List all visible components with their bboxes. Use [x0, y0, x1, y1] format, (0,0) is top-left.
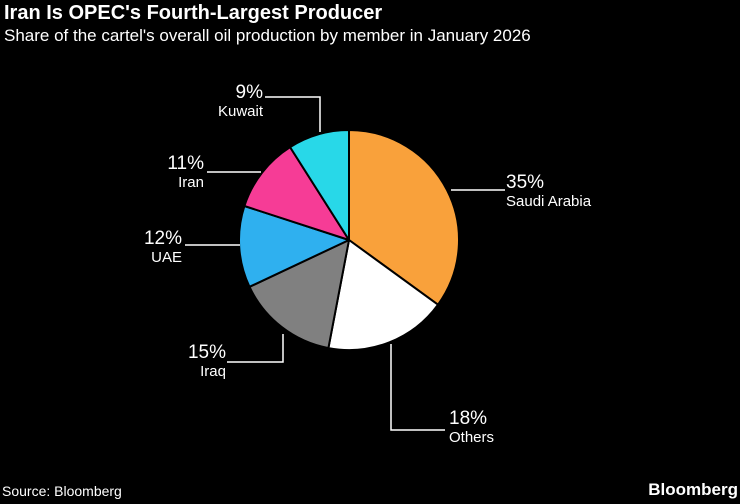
callout-iran-value: 11%: [167, 153, 204, 174]
callout-uae-value: 12%: [143, 228, 182, 249]
pie-slice-kuwait: [289, 129, 350, 241]
callout-saudi-arabia: 35% Saudi Arabia: [506, 172, 591, 210]
bloomberg-logo: Bloomberg: [648, 480, 738, 499]
leader-line-others: [390, 344, 445, 431]
callout-saudi-arabia-value: 35%: [506, 172, 545, 193]
callout-uae: 12% UAE: [144, 228, 182, 266]
callout-kuwait-label: Kuwait: [217, 103, 263, 120]
callout-iraq-value: 15%: [187, 342, 226, 363]
leader-line-iraq: [227, 334, 284, 363]
pie-slices-group: [238, 129, 460, 351]
callout-iraq: 15% Iraq: [188, 342, 226, 380]
callout-uae-label: UAE: [151, 249, 182, 266]
callout-others-label: Others: [449, 429, 495, 446]
chart-subtitle: Share of the cartel's overall oil produc…: [4, 26, 531, 45]
callout-others-value: 18%: [449, 408, 488, 429]
callout-kuwait-value: 9%: [235, 82, 263, 103]
pie-slice-others: [327, 239, 439, 351]
chart-title: Iran Is OPEC's Fourth-Largest Producer: [4, 2, 383, 24]
pie-slice-saudi-arabia: [348, 129, 460, 306]
leader-line-kuwait: [265, 96, 321, 132]
callout-saudi-arabia-label: Saudi Arabia: [506, 193, 592, 210]
pie-slice-uae: [238, 205, 350, 288]
callout-iran-label: Iran: [178, 174, 204, 191]
source-attribution: Source: Bloomberg: [2, 483, 122, 499]
callout-kuwait: 9% Kuwait: [218, 82, 263, 120]
pie-slice-iraq: [248, 239, 350, 350]
callout-iran: 11% Iran: [167, 153, 204, 191]
callout-iraq-label: Iraq: [200, 363, 226, 380]
pie-slice-iran: [243, 146, 350, 241]
callout-others: 18% Others: [449, 408, 494, 446]
